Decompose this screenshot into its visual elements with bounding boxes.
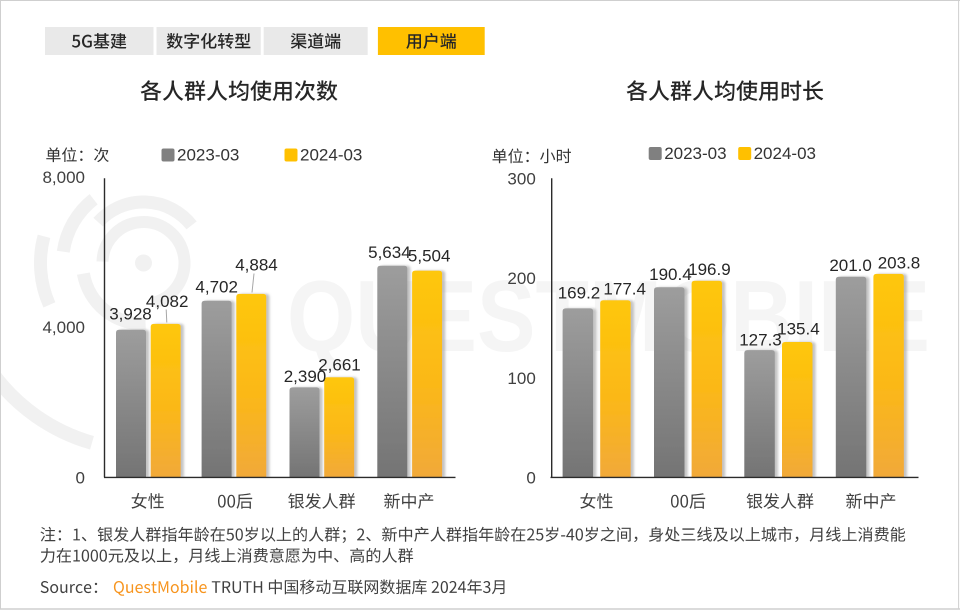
svg-text:5,504: 5,504 — [408, 246, 451, 265]
svg-text:2,661: 2,661 — [318, 356, 361, 375]
svg-text:2023-03: 2023-03 — [664, 144, 726, 163]
svg-text:2023-03: 2023-03 — [177, 146, 239, 165]
svg-text:4,000: 4,000 — [42, 318, 85, 337]
svg-text:190.4: 190.4 — [649, 265, 692, 284]
svg-text:201.0: 201.0 — [829, 256, 872, 275]
svg-text:8,000: 8,000 — [42, 168, 85, 187]
svg-text:2024-03: 2024-03 — [754, 144, 816, 163]
svg-text:4,702: 4,702 — [195, 278, 238, 297]
svg-text:300: 300 — [507, 170, 535, 189]
svg-text:3,928: 3,928 — [109, 305, 152, 324]
svg-text:200: 200 — [507, 269, 535, 288]
svg-text:100: 100 — [507, 369, 535, 388]
svg-text:2024-03: 2024-03 — [300, 146, 362, 165]
svg-text:0: 0 — [76, 468, 85, 487]
svg-text:2,390: 2,390 — [284, 367, 327, 386]
svg-text:135.4: 135.4 — [777, 320, 820, 339]
svg-text:169.2: 169.2 — [558, 284, 601, 303]
svg-text:203.8: 203.8 — [878, 254, 921, 273]
svg-text:196.9: 196.9 — [688, 260, 731, 279]
svg-text:0: 0 — [526, 468, 535, 487]
svg-text:4,082: 4,082 — [146, 292, 189, 311]
svg-text:5,634: 5,634 — [368, 243, 411, 262]
svg-text:127.3: 127.3 — [739, 331, 782, 350]
svg-text:4,884: 4,884 — [235, 256, 278, 275]
svg-text:177.4: 177.4 — [603, 280, 646, 299]
